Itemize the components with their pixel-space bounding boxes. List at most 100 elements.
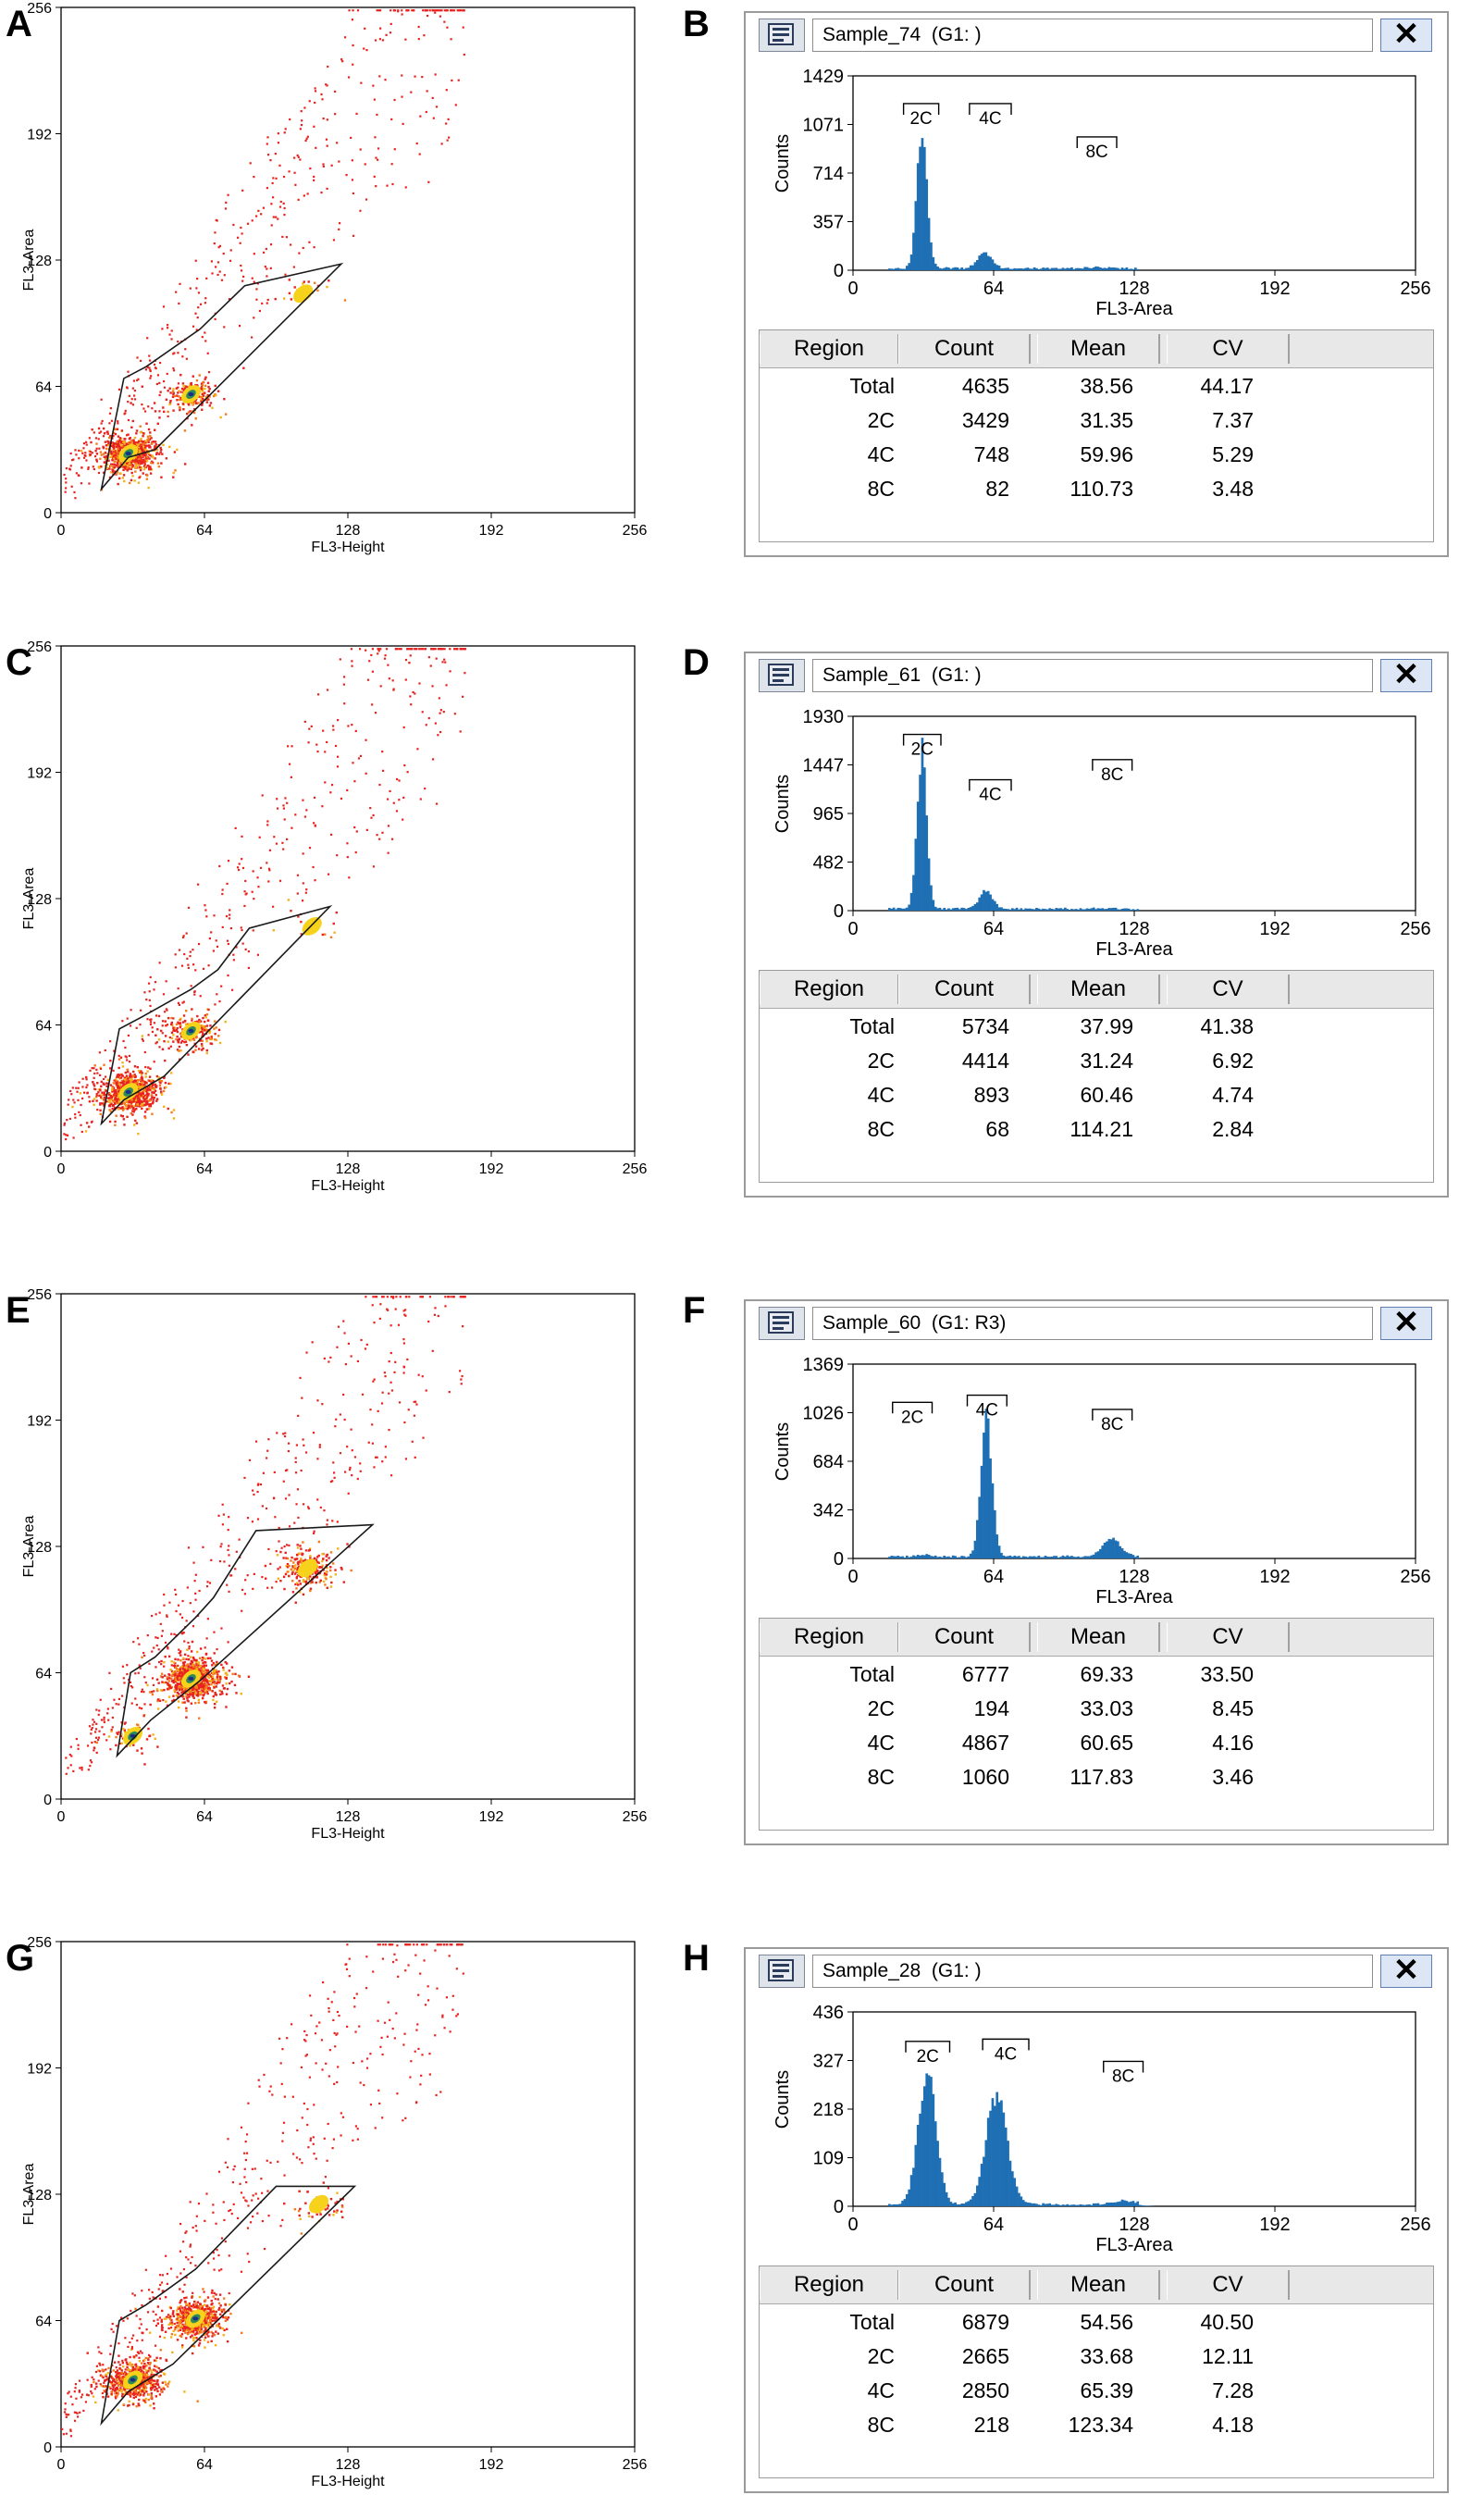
event-dot (342, 1581, 345, 1583)
histogram-bar (978, 897, 982, 911)
event-dot (191, 403, 194, 406)
histogram-bar (1083, 267, 1087, 270)
event-dot (166, 1614, 168, 1617)
event-dot (112, 445, 115, 448)
event-dot (192, 1037, 194, 1040)
event-dot (180, 1665, 183, 1669)
event-dot (187, 1053, 190, 1056)
event-dot (111, 1086, 114, 1089)
window-menu-icon[interactable] (759, 659, 805, 692)
event-dot (213, 1681, 216, 1683)
event-dot (326, 689, 329, 691)
event-dot (151, 1026, 154, 1029)
column-header-mean[interactable]: Mean (1037, 334, 1160, 364)
event-dot (141, 1085, 144, 1087)
event-dot (343, 702, 346, 705)
event-dot (194, 969, 197, 972)
event-dot (243, 1476, 246, 1480)
event-dot (158, 410, 161, 413)
event-dot (117, 1086, 119, 1089)
window-menu-icon[interactable] (759, 19, 805, 52)
event-dot (403, 763, 406, 767)
event-dot (202, 1665, 204, 1668)
event-dot (255, 215, 258, 217)
column-header-count[interactable]: Count (898, 334, 1031, 364)
close-button[interactable]: ✕ (1380, 659, 1432, 692)
event-dot (204, 387, 206, 391)
event-dot (288, 763, 291, 765)
event-dot (459, 730, 462, 733)
event-dot (167, 1677, 171, 1680)
event-dot (266, 862, 268, 864)
event-dot (222, 1513, 225, 1516)
column-header-region[interactable]: Region (760, 974, 899, 1004)
event-dot (377, 650, 380, 652)
histogram-bar (1074, 909, 1078, 911)
event-dot (81, 452, 84, 454)
cell-count: 4414 (961, 1049, 1009, 1073)
event-dot (123, 1080, 126, 1084)
event-dot (257, 886, 260, 888)
event-dot (124, 443, 127, 447)
scatter-plot-a: 006464128128192192256256FL3-HeightFL3-Ar… (21, 1, 647, 555)
event-dot (117, 457, 119, 460)
histogram-bar (914, 201, 918, 270)
event-dot (128, 394, 130, 397)
histogram-bar (1125, 267, 1129, 270)
event-dot (135, 1723, 139, 1726)
event-dot (117, 1058, 121, 1061)
event-dot (437, 648, 439, 651)
event-dot (176, 1049, 179, 1051)
event-dot (122, 468, 125, 472)
event-dot (425, 110, 427, 114)
event-dot (149, 434, 152, 438)
event-dot (105, 1093, 107, 1097)
column-header-region[interactable]: Region (760, 334, 899, 364)
event-dot (124, 438, 127, 441)
event-dot (141, 1035, 144, 1037)
event-dot (226, 882, 229, 886)
event-dot (314, 87, 316, 90)
event-dot (365, 649, 367, 652)
column-header-mean[interactable]: Mean (1037, 974, 1160, 1004)
event-dot (118, 1076, 121, 1080)
event-dot (297, 1563, 300, 1566)
event-dot (199, 399, 203, 402)
column-header-cv[interactable]: CV (1167, 334, 1290, 364)
event-dot (98, 1051, 101, 1054)
event-dot (229, 927, 233, 930)
event-dot (100, 453, 103, 456)
event-dot (144, 368, 147, 371)
event-dot (197, 942, 201, 946)
event-dot (342, 1393, 345, 1397)
event-dot (440, 143, 443, 145)
event-dot (126, 387, 129, 390)
event-dot (462, 648, 464, 651)
event-dot (183, 463, 187, 466)
event-dot (198, 1021, 201, 1024)
event-dot (85, 1122, 89, 1124)
event-dot (115, 472, 118, 475)
event-dot (392, 801, 395, 804)
event-dot (276, 1554, 279, 1557)
event-dot (179, 1024, 182, 1027)
event-dot (225, 1693, 229, 1695)
column-header-count[interactable]: Count (898, 974, 1031, 1004)
column-header-cv[interactable]: CV (1167, 974, 1290, 1004)
event-dot (92, 1099, 94, 1103)
event-dot (201, 1670, 204, 1673)
event-dot (187, 1700, 190, 1703)
event-dot (172, 391, 175, 394)
histogram-bar (1099, 908, 1102, 911)
event-dot (179, 398, 181, 402)
event-dot (178, 1003, 180, 1006)
event-dot (215, 1685, 217, 1688)
event-dot (390, 118, 393, 121)
event-dot (460, 1383, 463, 1385)
event-dot (169, 1045, 172, 1048)
close-button[interactable]: ✕ (1380, 19, 1432, 52)
event-dot (298, 1591, 302, 1594)
event-dot (142, 472, 144, 475)
event-dot (325, 1573, 328, 1576)
event-dot (93, 1103, 95, 1107)
